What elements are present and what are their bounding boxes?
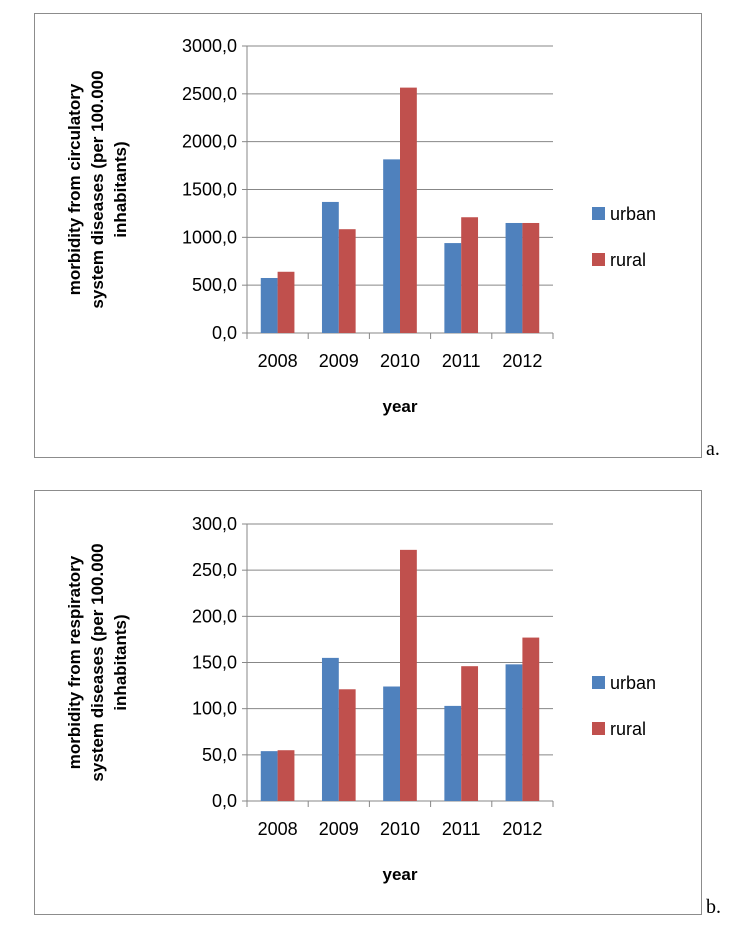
bar-urban-2008 bbox=[260, 751, 278, 801]
y-tick-label: 150,0 bbox=[192, 653, 237, 673]
bar-urban-2011 bbox=[444, 243, 462, 333]
y-tick-label: 2000,0 bbox=[182, 132, 237, 152]
bar-rural-2012 bbox=[522, 222, 540, 333]
bar-rural-2011 bbox=[461, 666, 479, 801]
x-tick-label: 2011 bbox=[442, 351, 481, 371]
bar-rural-2009 bbox=[338, 689, 356, 801]
y-tick-label: 0,0 bbox=[212, 323, 237, 343]
y-axis-title-line: morbidity from circulatory bbox=[65, 83, 84, 295]
bar-urban-2011 bbox=[444, 705, 462, 801]
x-tick-label: 2008 bbox=[258, 819, 298, 839]
legend-swatch-rural bbox=[592, 253, 605, 266]
bar-urban-2008 bbox=[260, 277, 278, 333]
x-tick-label: 2011 bbox=[442, 819, 481, 839]
y-tick-label: 300,0 bbox=[192, 514, 237, 534]
y-tick-label: 1500,0 bbox=[182, 180, 237, 200]
y-tick-label: 100,0 bbox=[192, 699, 237, 719]
chart-b-svg: 0,0 50,0 100,0 150,0 200,0 250,0 300,0 2008 2009… bbox=[65, 514, 656, 884]
bar-rural-2011 bbox=[461, 217, 479, 333]
y-tick-label: 250,0 bbox=[192, 560, 237, 580]
bar-urban-2009 bbox=[321, 201, 339, 333]
y-tick-label: 3000,0 bbox=[182, 36, 237, 56]
y-tick-label: 1000,0 bbox=[182, 227, 237, 247]
legend-label-rural: rural bbox=[610, 250, 646, 270]
y-tick-label: 0,0 bbox=[212, 791, 237, 811]
x-tick-label: 2012 bbox=[502, 351, 542, 371]
panel-label-b: b. bbox=[706, 896, 721, 918]
chart-panel-b: 0,0 50,0 100,0 150,0 200,0 250,0 300,0 2008 2009… bbox=[34, 490, 702, 915]
chart-a-svg: 0,0 500,0 1000,0 1500,0 2000,0 2500,0 3000,0 20… bbox=[65, 36, 656, 416]
legend-label-urban: urban bbox=[610, 673, 656, 693]
bar-urban-2012 bbox=[505, 222, 523, 333]
legend-label-rural: rural bbox=[610, 719, 646, 739]
x-tick-label: 2009 bbox=[319, 351, 359, 371]
legend-label-urban: urban bbox=[610, 204, 656, 224]
legend-swatch-urban bbox=[592, 676, 605, 689]
y-axis-title-line: inhabitants) bbox=[111, 141, 130, 237]
chart-panel-a: 0,0 500,0 1000,0 1500,0 2000,0 2500,0 3000,0 20… bbox=[34, 13, 702, 458]
x-tick-label: 2009 bbox=[319, 819, 359, 839]
bar-rural-2012 bbox=[522, 637, 540, 801]
bar-rural-2008 bbox=[277, 750, 295, 801]
bar-urban-2010 bbox=[383, 686, 400, 801]
bar-rural-2010 bbox=[400, 87, 417, 334]
x-axis-title: year bbox=[383, 397, 418, 416]
y-tick-label: 200,0 bbox=[192, 606, 237, 626]
y-tick-label: 2500,0 bbox=[182, 84, 237, 104]
panel-label-a: a. bbox=[706, 438, 720, 460]
x-tick-label: 2008 bbox=[258, 351, 298, 371]
bar-urban-2012 bbox=[505, 664, 523, 801]
x-tick-label: 2010 bbox=[380, 351, 420, 371]
bar-urban-2010 bbox=[383, 159, 400, 333]
y-axis-title-line: morbidity from respiratory bbox=[65, 555, 84, 769]
y-tick-label: 500,0 bbox=[192, 275, 237, 295]
bar-urban-2009 bbox=[321, 657, 339, 801]
x-axis-title: year bbox=[383, 865, 418, 884]
y-axis-title-line: inhabitants) bbox=[111, 614, 130, 710]
y-tick-label: 50,0 bbox=[202, 745, 237, 765]
legend-swatch-urban bbox=[592, 207, 605, 220]
bar-rural-2008 bbox=[277, 271, 295, 333]
legend-swatch-rural bbox=[592, 722, 605, 735]
x-tick-label: 2010 bbox=[380, 819, 420, 839]
y-axis-title-line: system diseases (per 100.000 bbox=[88, 70, 107, 308]
bar-rural-2010 bbox=[400, 549, 417, 801]
y-axis-title-line: system diseases (per 100.000 bbox=[88, 543, 107, 781]
x-tick-label: 2012 bbox=[502, 819, 542, 839]
bar-rural-2009 bbox=[338, 229, 356, 333]
